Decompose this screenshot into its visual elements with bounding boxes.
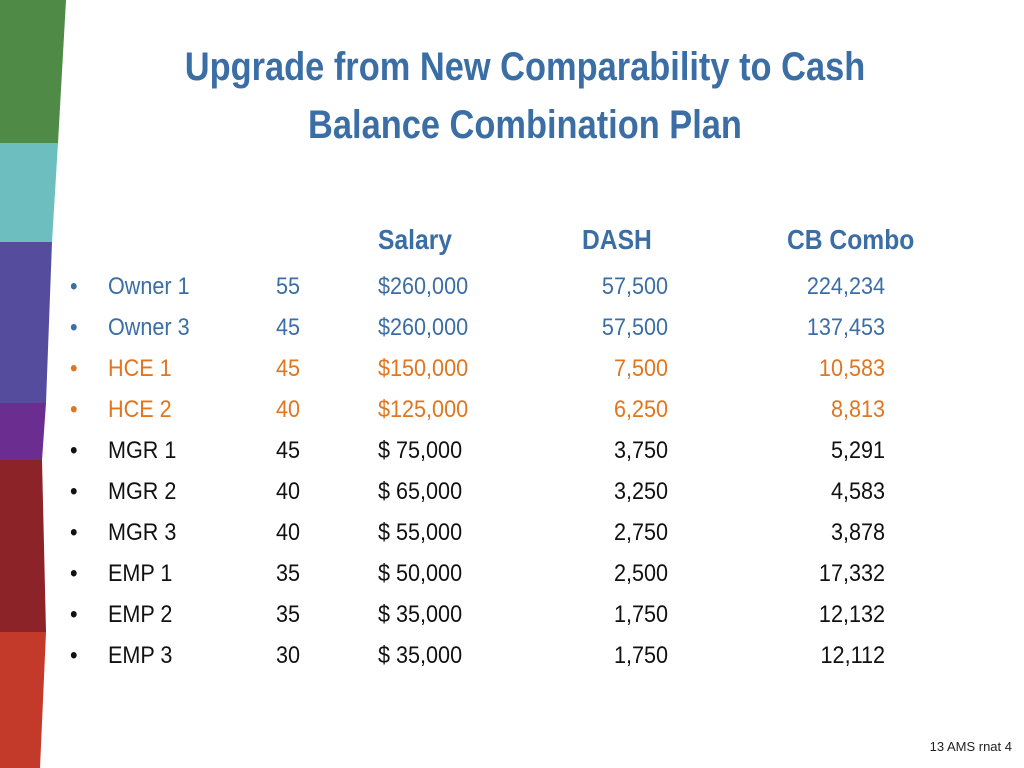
row-cb-combo: 17,332 [818, 560, 885, 587]
row-salary: $150,000 [378, 355, 469, 382]
row-bullet: • [70, 273, 78, 300]
band-teal [0, 143, 58, 242]
row-bullet: • [70, 355, 78, 382]
table-row: • Owner 3 45 $260,000 57,500 137,453 [0, 307, 1024, 348]
row-cb-combo: 10,583 [818, 355, 885, 382]
row-salary: $ 35,000 [378, 601, 463, 628]
row-age: 45 [276, 437, 301, 464]
row-name: EMP 2 [108, 601, 173, 628]
row-salary: $ 55,000 [378, 519, 463, 546]
row-dash: 2,750 [613, 519, 668, 546]
row-age: 40 [276, 396, 301, 423]
row-age: 45 [276, 355, 301, 382]
row-dash: 1,750 [613, 601, 668, 628]
row-cb-combo: 8,813 [830, 396, 885, 423]
row-bullet: • [70, 642, 78, 669]
row-bullet: • [70, 396, 78, 423]
row-dash: 2,500 [613, 560, 668, 587]
band-darkred [0, 460, 46, 632]
row-cb-combo: 137,453 [806, 314, 885, 341]
band-blue [0, 242, 52, 403]
header-cb-combo: CB Combo [787, 224, 915, 255]
header-salary: Salary [378, 224, 452, 255]
row-name: MGR 3 [108, 519, 177, 546]
row-bullet: • [70, 601, 78, 628]
row-cb-combo: 3,878 [830, 519, 885, 546]
table-row: • EMP 1 35 $ 50,000 2,500 17,332 [0, 553, 1024, 594]
header-dash: DASH [582, 224, 652, 255]
row-name: MGR 1 [108, 437, 177, 464]
comparison-table: • Owner 1 55 $260,000 57,500 224,234 • Owner 3 4… [0, 266, 1024, 676]
row-dash: 7,500 [613, 355, 668, 382]
table-row: • MGR 1 45 $ 75,000 3,750 5,291 [0, 430, 1024, 471]
row-age: 40 [276, 478, 301, 505]
row-name: HCE 1 [108, 355, 172, 382]
row-salary: $ 65,000 [378, 478, 463, 505]
table-row: • EMP 3 30 $ 35,000 1,750 12,112 [0, 635, 1024, 676]
row-dash: 57,500 [601, 314, 668, 341]
row-name: MGR 2 [108, 478, 177, 505]
row-dash: 57,500 [601, 273, 668, 300]
row-cb-combo: 12,132 [818, 601, 885, 628]
row-dash: 3,750 [613, 437, 668, 464]
row-bullet: • [70, 437, 78, 464]
row-dash: 1,750 [613, 642, 668, 669]
row-salary: $ 50,000 [378, 560, 463, 587]
row-age: 35 [276, 560, 301, 587]
band-red [0, 632, 46, 768]
slide-title: Upgrade from New Comparability to Cash B… [125, 38, 925, 154]
row-age: 40 [276, 519, 301, 546]
row-cb-combo: 4,583 [830, 478, 885, 505]
slide-title-line1: Upgrade from New Comparability to Cash [184, 45, 866, 89]
table-row: • HCE 1 45 $150,000 7,500 10,583 [0, 348, 1024, 389]
row-dash: 3,250 [613, 478, 668, 505]
row-name: Owner 1 [108, 273, 190, 300]
row-dash: 6,250 [613, 396, 668, 423]
row-salary: $ 75,000 [378, 437, 463, 464]
row-name: HCE 2 [108, 396, 172, 423]
row-age: 35 [276, 601, 301, 628]
row-salary: $125,000 [378, 396, 469, 423]
row-salary: $260,000 [378, 314, 469, 341]
band-green [0, 0, 66, 143]
row-salary: $ 35,000 [378, 642, 463, 669]
row-age: 30 [276, 642, 301, 669]
row-bullet: • [70, 519, 78, 546]
row-name: EMP 1 [108, 560, 173, 587]
row-bullet: • [70, 314, 78, 341]
row-bullet: • [70, 560, 78, 587]
table-row: • MGR 2 40 $ 65,000 3,250 4,583 [0, 471, 1024, 512]
table-row: • Owner 1 55 $260,000 57,500 224,234 [0, 266, 1024, 307]
row-name: Owner 3 [108, 314, 190, 341]
row-age: 45 [276, 314, 301, 341]
row-cb-combo: 12,112 [820, 642, 885, 669]
table-row: • MGR 3 40 $ 55,000 2,750 3,878 [0, 512, 1024, 553]
table-row: • EMP 2 35 $ 35,000 1,750 12,132 [0, 594, 1024, 635]
row-bullet: • [70, 478, 78, 505]
band-purple [0, 403, 46, 460]
row-cb-combo: 5,291 [830, 437, 885, 464]
row-salary: $260,000 [378, 273, 469, 300]
row-cb-combo: 224,234 [806, 273, 885, 300]
row-age: 55 [276, 273, 301, 300]
slide-footer: 13 AMS rnat 4 [929, 739, 1012, 754]
row-name: EMP 3 [108, 642, 173, 669]
decorative-side-band [0, 0, 66, 768]
table-row: • HCE 2 40 $125,000 6,250 8,813 [0, 389, 1024, 430]
slide-title-line2: Balance Combination Plan [308, 103, 742, 147]
